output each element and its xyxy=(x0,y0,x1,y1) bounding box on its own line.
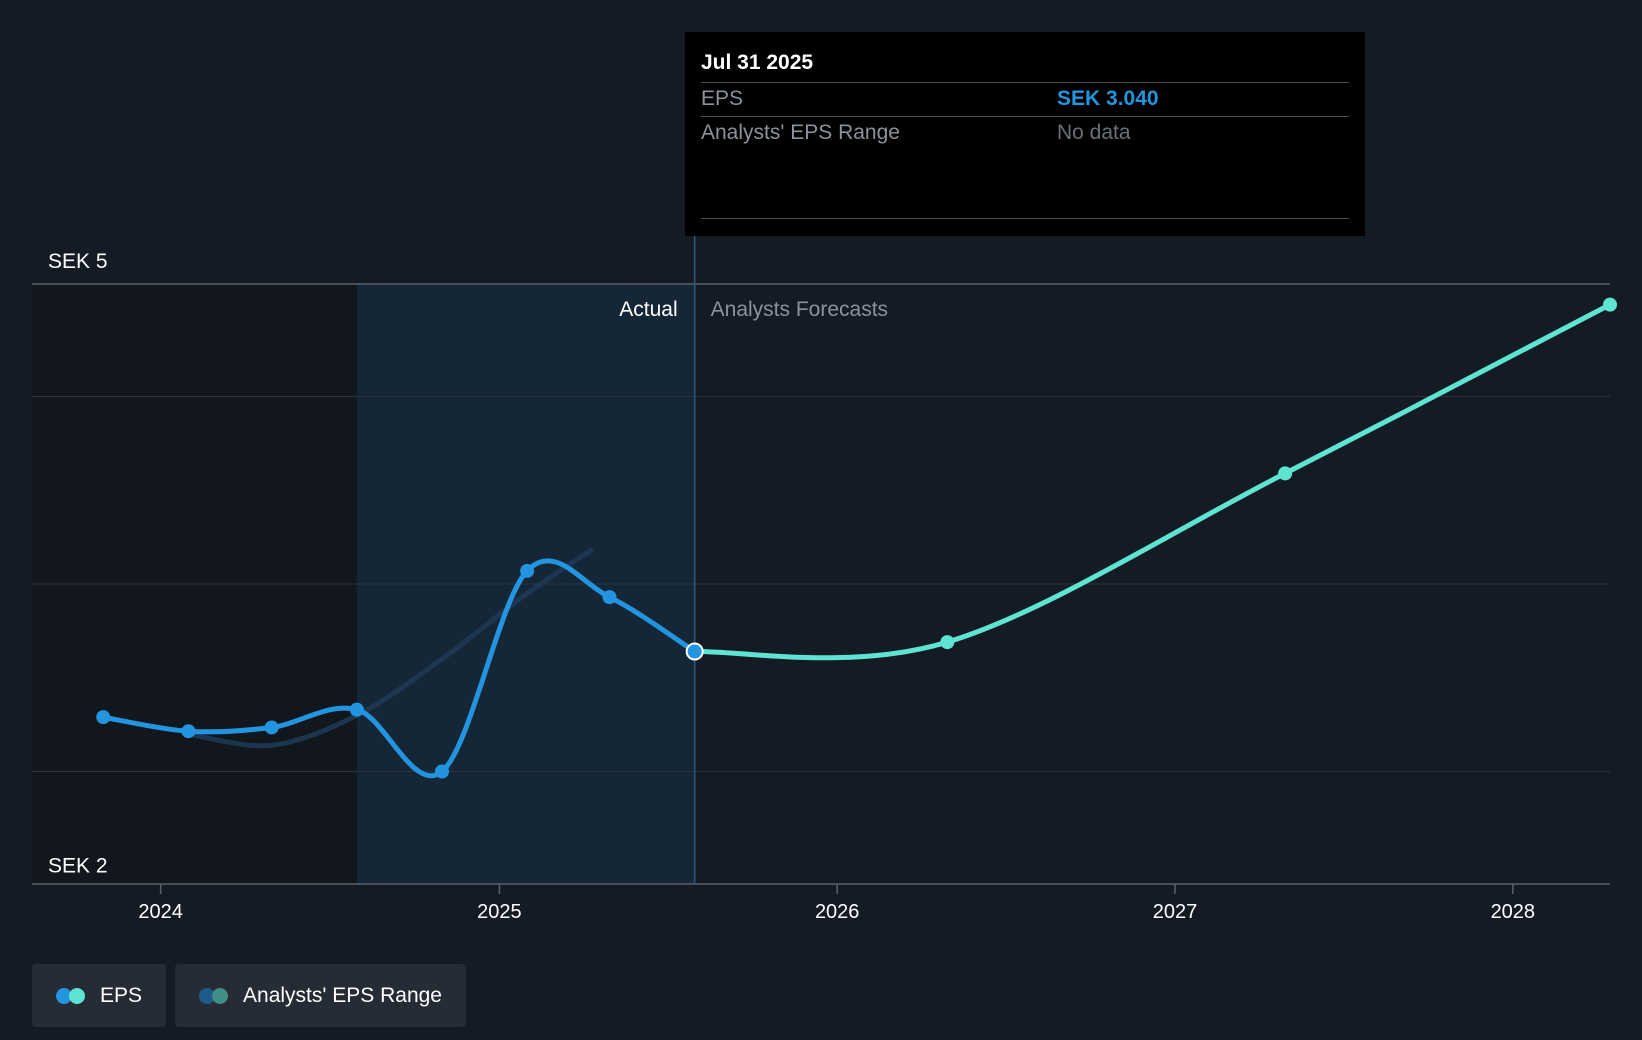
points-layer xyxy=(96,297,1617,779)
legend-eps-swatch xyxy=(56,987,86,1004)
tooltip-bottom-divider xyxy=(701,218,1349,219)
actual-eps-line xyxy=(100,558,698,779)
x-tick-label: 2024 xyxy=(138,901,183,923)
y-axis-label-bottom: SEK 2 xyxy=(48,855,108,878)
actual-eps-point[interactable] xyxy=(96,710,111,725)
x-tick-label: 2026 xyxy=(815,901,860,923)
x-tick-label: 2028 xyxy=(1491,901,1536,923)
eps-tooltip: Jul 31 2025 EPS SEK 3.040 Analysts' EPS … xyxy=(685,32,1365,236)
actual-eps-point[interactable] xyxy=(264,720,279,735)
y-axis-label-top: SEK 5 xyxy=(48,250,108,273)
actual-eps-point[interactable] xyxy=(181,724,196,739)
actual-eps-point[interactable] xyxy=(685,642,704,661)
series-layer xyxy=(100,302,1613,779)
x-tick-label: 2027 xyxy=(1153,901,1198,923)
actual-eps-point[interactable] xyxy=(349,702,364,717)
tooltip-row-eps: EPS SEK 3.040 xyxy=(701,82,1349,116)
actual-eps-point[interactable] xyxy=(520,563,535,578)
x-tick-label: 2025 xyxy=(477,901,522,923)
forecast-eps-line xyxy=(692,302,1613,661)
legend-item-eps[interactable]: EPS xyxy=(32,964,167,1027)
forecast-region-label: Analysts Forecasts xyxy=(711,298,888,321)
x-axis-ticks: 2024 2025 2026 2027 2028 xyxy=(138,884,1535,923)
actual-region-label: Actual xyxy=(619,298,677,321)
tooltip-eps-value: SEK 3.040 xyxy=(1057,87,1159,110)
legend-item-analysts-range[interactable]: Analysts' EPS Range xyxy=(175,964,466,1027)
actual-eps-point[interactable] xyxy=(602,590,617,605)
tooltip-row-range: Analysts' EPS Range No data xyxy=(701,116,1349,150)
forecast-eps-point[interactable] xyxy=(1603,297,1617,312)
chart-legend: EPS Analysts' EPS Range xyxy=(32,964,466,1027)
legend-eps-label: EPS xyxy=(100,983,143,1007)
legend-range-swatch xyxy=(199,987,229,1004)
legend-range-label: Analysts' EPS Range xyxy=(243,983,442,1007)
analysts-range-line xyxy=(185,547,594,749)
actual-eps-point[interactable] xyxy=(435,764,450,779)
tooltip-eps-label: EPS xyxy=(701,87,744,110)
tooltip-date: Jul 31 2025 xyxy=(701,51,814,74)
forecast-eps-point[interactable] xyxy=(1278,466,1293,481)
tooltip-range-value: No data xyxy=(1057,121,1131,144)
tooltip-range-label: Analysts' EPS Range xyxy=(701,121,900,144)
forecast-eps-point[interactable] xyxy=(940,635,955,650)
gridlines xyxy=(32,283,1610,772)
